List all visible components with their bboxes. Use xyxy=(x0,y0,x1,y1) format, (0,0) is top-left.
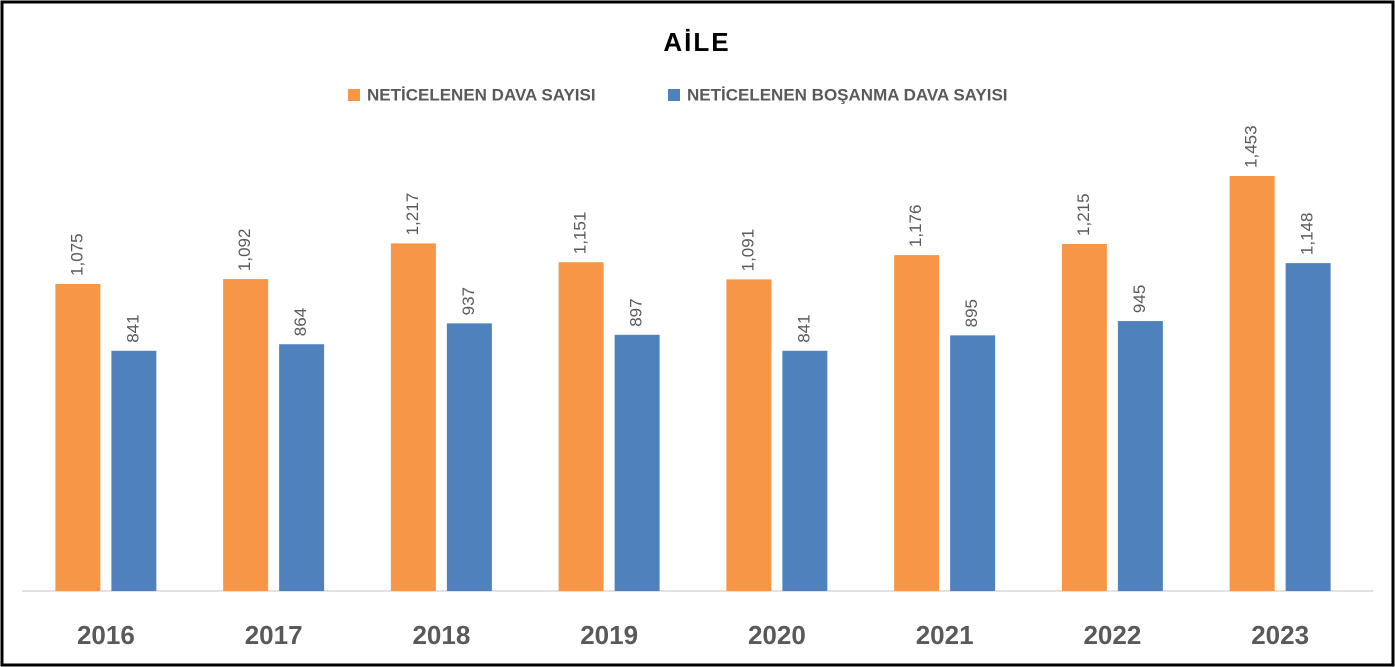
value-label: 897 xyxy=(627,298,646,326)
bar xyxy=(726,279,772,591)
bar xyxy=(558,262,604,591)
value-label: 841 xyxy=(123,314,142,342)
legend-label: NETİCELENEN DAVA SAYISI xyxy=(367,85,596,104)
bar xyxy=(55,283,101,591)
bar xyxy=(1117,321,1163,591)
value-label: 1,217 xyxy=(403,193,422,236)
value-label: 895 xyxy=(962,299,981,327)
bar xyxy=(279,344,325,591)
value-label: 1,091 xyxy=(738,229,757,272)
value-label: 864 xyxy=(291,308,310,336)
bar xyxy=(223,279,269,591)
legend-swatch xyxy=(348,89,360,101)
bar xyxy=(1061,243,1107,591)
x-tick-label: 2019 xyxy=(580,620,638,650)
legend-swatch xyxy=(668,89,680,101)
bar xyxy=(390,243,436,591)
bar xyxy=(111,350,157,591)
bar xyxy=(950,335,996,591)
value-label: 1,075 xyxy=(67,233,86,276)
value-label: 1,151 xyxy=(571,212,590,255)
bar xyxy=(1285,263,1331,591)
bar xyxy=(782,350,828,591)
bar xyxy=(614,334,660,591)
chart-title: AİLE xyxy=(663,27,730,57)
value-label: 841 xyxy=(794,314,813,342)
value-label: 945 xyxy=(1130,285,1149,313)
value-label: 1,092 xyxy=(235,229,254,272)
value-label: 1,148 xyxy=(1298,213,1317,256)
x-tick-label: 2022 xyxy=(1083,620,1141,650)
value-label: 937 xyxy=(459,287,478,315)
x-tick-label: 2016 xyxy=(77,620,135,650)
value-label: 1,176 xyxy=(906,205,925,248)
bar xyxy=(446,323,492,591)
x-tick-label: 2018 xyxy=(412,620,470,650)
legend-label: NETİCELENEN BOŞANMA DAVA SAYISI xyxy=(687,85,1008,104)
x-tick-label: 2020 xyxy=(748,620,806,650)
bar xyxy=(894,255,940,592)
x-tick-label: 2023 xyxy=(1251,620,1309,650)
bar xyxy=(1229,175,1275,591)
value-label: 1,215 xyxy=(1074,193,1093,236)
value-label: 1,453 xyxy=(1242,125,1261,168)
x-tick-label: 2021 xyxy=(916,620,974,650)
x-tick-label: 2017 xyxy=(245,620,303,650)
